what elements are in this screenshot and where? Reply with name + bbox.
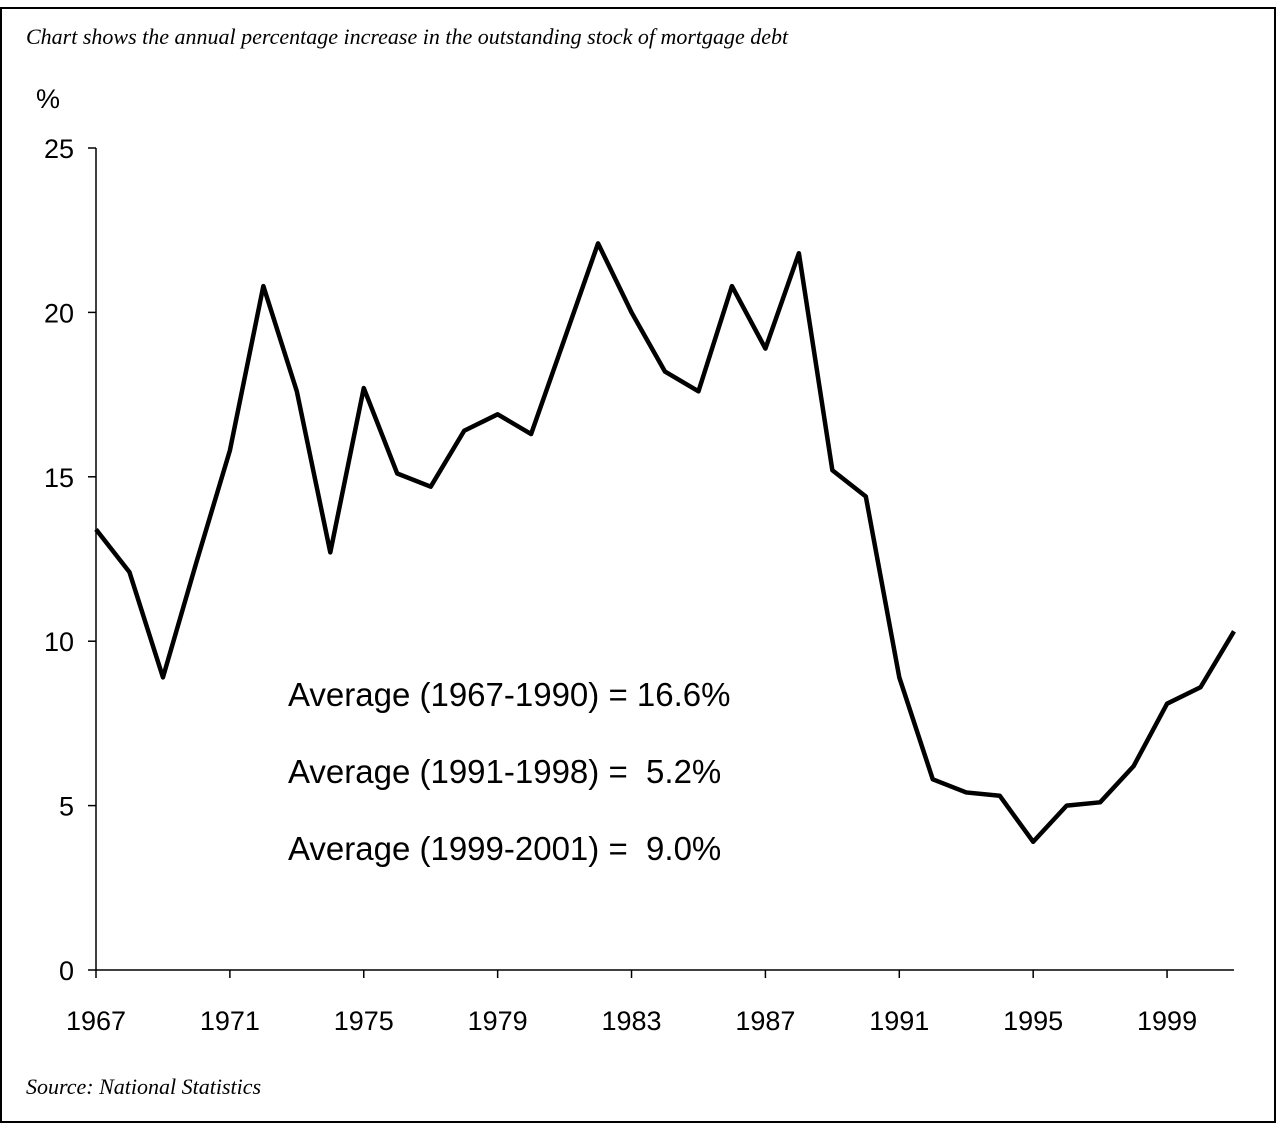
- annotation: Average (1999-2001) = 9.0%: [288, 830, 721, 867]
- source: Source: National Statistics: [26, 1074, 261, 1099]
- frame: [0, 7, 1276, 1123]
- y-tick-label: 20: [44, 298, 74, 328]
- data-line: [94, 241, 1236, 845]
- y-tick-label: 0: [59, 956, 74, 986]
- y-tick-label: 25: [44, 134, 74, 164]
- y-tick-label: 15: [44, 463, 74, 493]
- annotation: Average (1967-1990) = 16.6%: [288, 676, 730, 713]
- x-tick-label: 1987: [735, 1006, 795, 1036]
- x-tick-label: 1991: [869, 1006, 929, 1036]
- y-tick-label: 5: [59, 792, 74, 822]
- chart-title: Chart shows the annual percentage increa…: [26, 24, 789, 49]
- x-tick-label: 1999: [1137, 1006, 1197, 1036]
- x-tick-label: 1983: [601, 1006, 661, 1036]
- x-tick-label: 1979: [468, 1006, 528, 1036]
- x-tick-label: 1975: [334, 1006, 394, 1036]
- x-tick-label: 1967: [66, 1006, 126, 1036]
- annotation: Average (1991-1998) = 5.2%: [288, 753, 721, 790]
- x-tick-label: 1971: [200, 1006, 260, 1036]
- y-tick-label: 10: [44, 627, 74, 657]
- y-axis-label: %: [36, 84, 60, 114]
- x-tick-label: 1995: [1003, 1006, 1063, 1036]
